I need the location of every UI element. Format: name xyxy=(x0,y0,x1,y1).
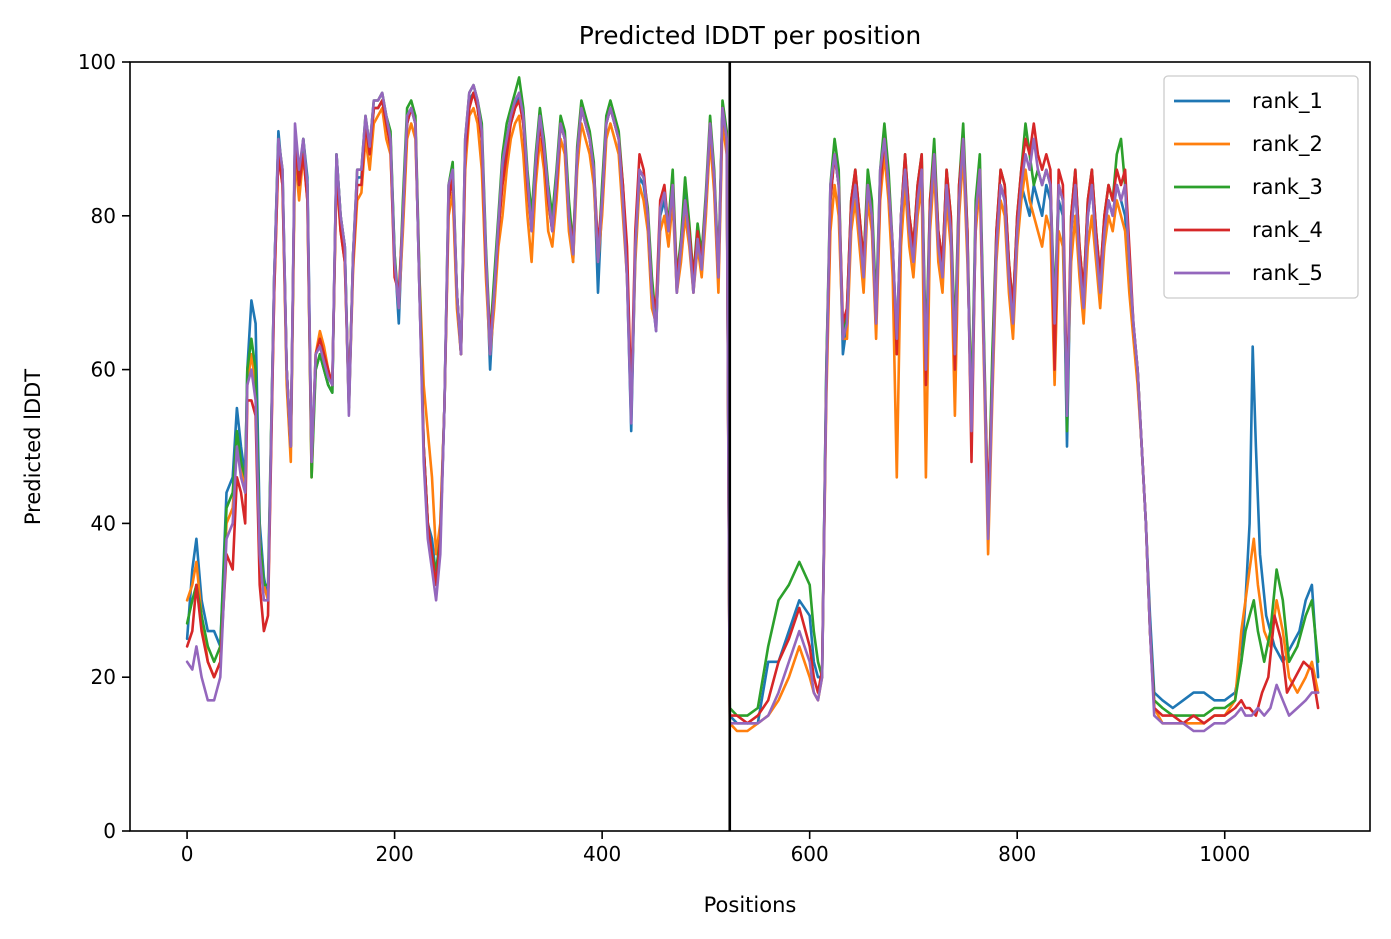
y-tick-label: 80 xyxy=(91,204,116,228)
x-tick-label: 0 xyxy=(181,842,194,866)
y-tick-label: 40 xyxy=(91,511,116,535)
y-axis-ticks: 0 20 40 60 80 100 xyxy=(78,50,130,843)
legend-label-rank_1: rank_1 xyxy=(1252,89,1323,114)
y-tick-label: 100 xyxy=(78,50,116,74)
plot-frame xyxy=(129,61,1371,832)
y-axis-label: Predicted lDDT xyxy=(21,369,45,525)
x-tick-label: 200 xyxy=(376,842,414,866)
y-tick-label: 0 xyxy=(103,819,116,843)
chart-title: Predicted lDDT per position xyxy=(579,21,921,50)
legend-box xyxy=(1163,75,1359,299)
legend-label-rank_5: rank_5 xyxy=(1252,261,1323,286)
x-tick-label: 800 xyxy=(998,842,1036,866)
legend: rank_1 rank_2 rank_3 rank_4 rank_5 xyxy=(1163,75,1359,299)
series-line-rank_5 xyxy=(185,83,1320,733)
x-tick-label: 1000 xyxy=(1199,842,1250,866)
legend-label-rank_3: rank_3 xyxy=(1252,175,1323,200)
y-tick-label: 60 xyxy=(91,358,116,382)
x-axis-label: Positions xyxy=(704,893,797,917)
plot-lines xyxy=(185,76,1320,733)
x-tick-label: 600 xyxy=(791,842,829,866)
y-tick-label: 20 xyxy=(91,665,116,689)
x-axis-ticks: 0 200 400 600 800 1000 xyxy=(181,831,1250,866)
x-tick-label: 400 xyxy=(583,842,621,866)
legend-label-rank_2: rank_2 xyxy=(1252,132,1323,157)
legend-label-rank_4: rank_4 xyxy=(1252,218,1323,243)
